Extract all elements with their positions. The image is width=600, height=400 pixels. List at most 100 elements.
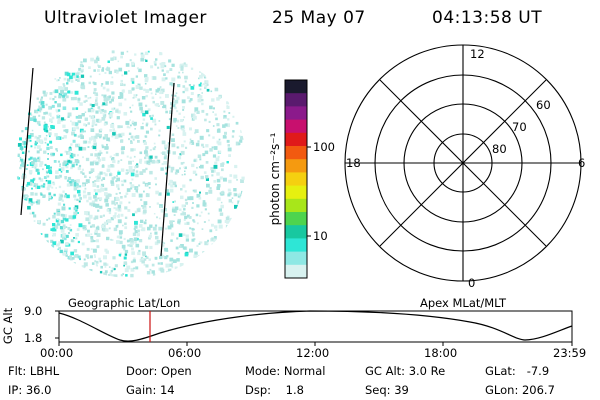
- uv-pixel: [182, 90, 185, 94]
- mlt-label-6: 6: [578, 156, 586, 170]
- uv-pixel: [77, 135, 80, 138]
- uv-pixel: [107, 164, 111, 168]
- uv-pixel: [55, 136, 60, 140]
- uv-pixel: [118, 253, 122, 257]
- colorbar-band: [285, 212, 307, 226]
- uv-pixel: [106, 101, 108, 104]
- uv-pixel: [20, 164, 23, 167]
- uv-pixel: [70, 97, 75, 101]
- uv-pixel: [90, 57, 94, 62]
- uv-pixel: [184, 173, 186, 176]
- uv-pixel: [199, 88, 202, 91]
- timeline-xtick-label-0: 00:00: [40, 346, 74, 360]
- uv-pixel: [195, 173, 198, 176]
- uv-pixel: [131, 120, 134, 123]
- uv-pixel: [213, 180, 217, 183]
- uv-pixel: [111, 107, 114, 111]
- uv-pixel: [29, 112, 32, 115]
- uv-pixel: [74, 254, 79, 258]
- uv-pixel: [172, 181, 177, 185]
- uv-pixel: [38, 135, 42, 138]
- uv-pixel: [214, 161, 218, 165]
- uv-pixel: [128, 166, 133, 170]
- uv-pixel: [64, 71, 69, 76]
- uv-pixel: [200, 241, 203, 244]
- uv-pixel: [182, 246, 186, 250]
- uv-pixel: [204, 208, 207, 211]
- uv-pixel: [196, 222, 199, 225]
- uv-pixel: [136, 208, 141, 213]
- uv-pixel: [233, 174, 238, 179]
- uv-pixel: [170, 170, 173, 173]
- uv-pixel: [211, 170, 214, 173]
- uv-pixel: [29, 212, 32, 215]
- uv-pixel: [54, 133, 58, 137]
- uv-pixel: [132, 232, 137, 236]
- uv-pixel: [144, 110, 149, 115]
- uv-pixel: [98, 119, 102, 122]
- uv-pixel: [190, 67, 194, 70]
- uv-pixel: [180, 162, 184, 165]
- uv-pixel: [110, 274, 114, 277]
- uv-pixel: [151, 270, 155, 274]
- uv-pixel: [123, 237, 126, 240]
- uv-pixel: [62, 124, 66, 128]
- uv-pixel: [45, 170, 49, 174]
- uv-pixel: [112, 128, 115, 131]
- uv-pixel: [112, 159, 116, 164]
- uv-pixel: [191, 238, 195, 242]
- uv-pixel: [182, 71, 184, 74]
- colorbar-band: [285, 132, 307, 147]
- uv-pixel: [104, 187, 108, 191]
- uv-pixel: [118, 102, 123, 107]
- uv-pixel: [101, 224, 105, 228]
- uv-pixel: [217, 141, 222, 146]
- uv-pixel: [117, 110, 121, 114]
- uv-pixel: [94, 260, 97, 263]
- uv-pixel: [135, 266, 139, 270]
- uv-pixel: [84, 117, 88, 121]
- uv-pixel: [183, 116, 186, 119]
- uv-pixel: [110, 238, 113, 241]
- uv-pixel: [120, 139, 124, 143]
- uv-pixel: [74, 198, 77, 201]
- uv-pixel: [47, 125, 49, 128]
- uv-pixel: [108, 95, 112, 98]
- uv-pixel: [181, 144, 185, 148]
- uv-pixel: [115, 109, 119, 113]
- uv-pixel: [154, 155, 158, 159]
- uv-pixel: [189, 127, 192, 131]
- uv-pixel: [143, 258, 147, 261]
- uv-pixel: [78, 223, 83, 228]
- uv-pixel: [90, 239, 93, 242]
- uv-pixel: [121, 132, 125, 136]
- uv-pixel: [181, 127, 185, 131]
- uv-pixel: [30, 145, 33, 148]
- colorbar-band: [285, 264, 307, 279]
- info-glon: GLon: 206.7: [485, 383, 555, 397]
- uv-pixel: [39, 161, 44, 165]
- uv-pixel: [189, 227, 192, 230]
- uv-pixel: [184, 198, 188, 202]
- uv-pixel: [132, 259, 136, 263]
- uv-pixel: [95, 110, 99, 114]
- uv-pixel: [226, 220, 230, 224]
- uv-pixel: [114, 212, 117, 215]
- uv-pixel: [98, 158, 101, 162]
- uv-pixel: [203, 76, 206, 79]
- uv-pixel: [59, 226, 64, 230]
- uv-pixel: [118, 133, 123, 138]
- uv-pixel: [111, 76, 114, 79]
- uv-pixel: [131, 121, 135, 125]
- uv-pixel: [210, 90, 213, 93]
- uv-pixel: [50, 239, 54, 243]
- uv-pixel: [224, 131, 227, 135]
- uv-pixel: [212, 154, 217, 158]
- uv-pixel: [92, 181, 95, 184]
- uv-pixel: [161, 162, 164, 166]
- uv-pixel: [39, 192, 43, 195]
- uv-pixel: [200, 164, 204, 169]
- uv-pixel: [91, 224, 95, 228]
- uv-pixel: [125, 274, 128, 277]
- uv-pixel: [74, 90, 79, 95]
